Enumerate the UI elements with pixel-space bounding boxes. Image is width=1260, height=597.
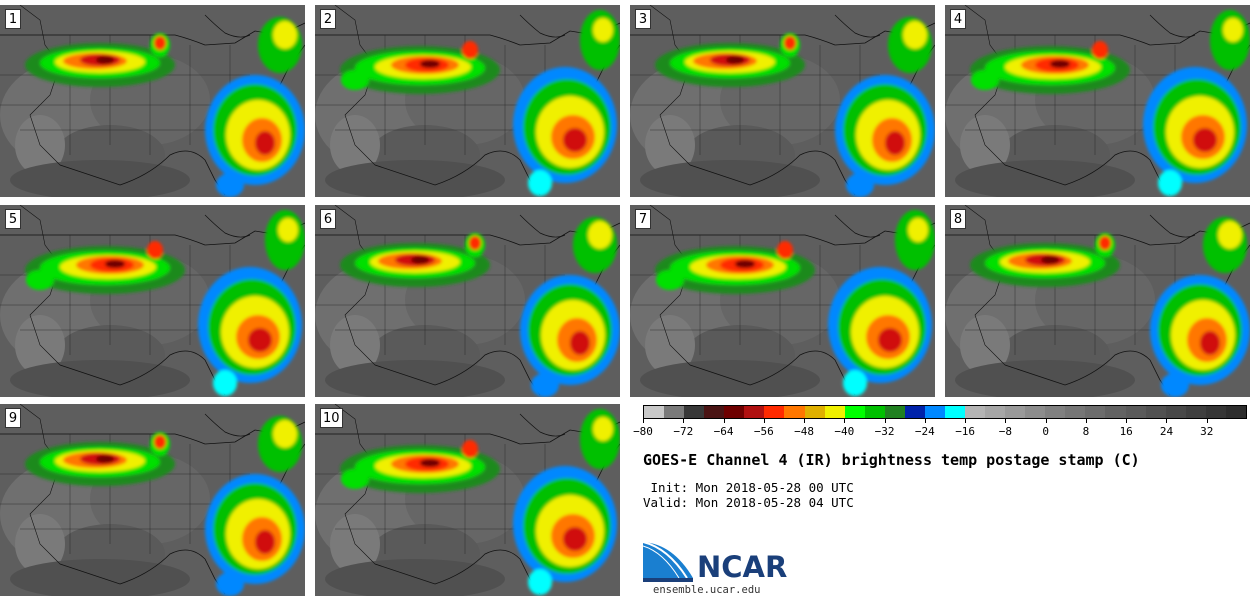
colorbar-tick <box>884 419 886 423</box>
colorbar-segment <box>684 406 705 418</box>
colorbar-segment <box>924 406 945 418</box>
map-4 <box>945 5 1250 197</box>
colorbar-tick-label: −24 <box>914 425 935 438</box>
colorbar-segment <box>1105 406 1126 418</box>
panel-10[interactable]: 10 <box>315 404 620 596</box>
colorbar-tick-label: 24 <box>1159 425 1174 438</box>
colorbar-tick-label: −8 <box>998 425 1013 438</box>
colorbar-tick <box>683 419 685 423</box>
colorbar-segment <box>1125 406 1146 418</box>
colorbar-segment <box>1045 406 1066 418</box>
panel-9[interactable]: 9 <box>0 404 305 596</box>
colorbar-segment <box>844 406 865 418</box>
panel-label: 5 <box>5 209 21 229</box>
panel-5[interactable]: 5 <box>0 205 305 397</box>
panel-7[interactable]: 7 <box>630 205 935 397</box>
colorbar-segment <box>965 406 986 418</box>
colorbar-segment <box>985 406 1006 418</box>
colorbar-tick <box>643 419 644 423</box>
colorbar-segment <box>784 406 805 418</box>
colorbar-tick-label: 8 <box>1082 425 1090 438</box>
panel-label: 1 <box>5 9 21 29</box>
panel-3[interactable]: 3 <box>630 5 935 197</box>
colorbar-segment <box>904 406 925 418</box>
colorbar-tick-label: −40 <box>834 425 855 438</box>
valid-time: Valid: Mon 2018-05-28 04 UTC <box>643 495 854 510</box>
colorbar-segment <box>1025 406 1046 418</box>
colorbar-segment <box>864 406 885 418</box>
colorbar-tick <box>1206 419 1208 423</box>
colorbar-segment <box>1065 406 1086 418</box>
colorbar-tick-label: −72 <box>673 425 694 438</box>
colorbar-segment <box>1005 406 1026 418</box>
panel-1[interactable]: 1 <box>0 5 305 197</box>
colorbar-segment <box>804 406 825 418</box>
colorbar-segment <box>1205 406 1226 418</box>
colorbar-segment <box>1225 406 1246 418</box>
colorbar-tick-label: 0 <box>1042 425 1049 438</box>
colorbar-tick-label: −80 <box>633 425 653 438</box>
colorbar-segment <box>764 406 785 418</box>
map-5 <box>0 205 305 397</box>
colorbar-tick <box>1166 419 1168 423</box>
colorbar-tick <box>1045 419 1047 423</box>
colorbar-segment <box>644 406 665 418</box>
map-8 <box>945 205 1250 397</box>
colorbar-tick <box>844 419 846 423</box>
panel-label: 7 <box>635 209 651 229</box>
colorbar-tick-label: −56 <box>753 425 774 438</box>
colorbar-tick-label: −48 <box>794 425 814 438</box>
colorbar-tick-label: −32 <box>874 425 895 438</box>
map-7 <box>630 205 935 397</box>
panel-8[interactable]: 8 <box>945 205 1250 397</box>
init-time: Init: Mon 2018-05-28 00 UTC <box>643 480 854 495</box>
colorbar-tick-label: 32 <box>1200 425 1214 438</box>
colorbar-tick-label: 16 <box>1119 425 1133 438</box>
panel-label: 9 <box>5 408 21 428</box>
colorbar-tick <box>924 419 926 423</box>
colorbar-tick-label: −64 <box>713 425 734 438</box>
panel-label: 4 <box>950 9 966 29</box>
colorbar-segment <box>884 406 905 418</box>
map-10 <box>315 404 620 596</box>
map-6 <box>315 205 620 397</box>
colorbar-tick <box>1005 419 1007 423</box>
map-9 <box>0 404 305 596</box>
panel-label: 3 <box>635 9 651 29</box>
colorbar-segment <box>824 406 845 418</box>
colorbar-segment <box>744 406 765 418</box>
colorbar <box>643 405 1247 419</box>
panel-6[interactable]: 6 <box>315 205 620 397</box>
panel-label: 10 <box>320 408 343 428</box>
ncar-logo-icon <box>643 541 693 582</box>
colorbar-tick <box>965 419 967 423</box>
panel-label: 2 <box>320 9 336 29</box>
site-url[interactable]: ensemble.ucar.edu <box>653 584 761 596</box>
panel-label: 6 <box>320 209 336 229</box>
panel-label: 8 <box>950 209 966 229</box>
colorbar-tick <box>804 419 806 423</box>
colorbar-segment <box>1085 406 1106 418</box>
colorbar-segment <box>664 406 685 418</box>
panel-2[interactable]: 2 <box>315 5 620 197</box>
figure-title: GOES-E Channel 4 (IR) brightness temp po… <box>643 451 1140 469</box>
colorbar-tick <box>1126 419 1128 423</box>
panel-4[interactable]: 4 <box>945 5 1250 197</box>
map-2 <box>315 5 620 197</box>
colorbar-segment <box>1145 406 1166 418</box>
colorbar-segment <box>704 406 725 418</box>
colorbar-tick <box>1085 419 1087 423</box>
colorbar-ticks: −80 −72 −64 −56 −48 −40 −32 −24 −16 −8 0 8 16 24 32 <box>633 419 1247 441</box>
colorbar-segment <box>1185 406 1206 418</box>
colorbar-segment <box>1165 406 1186 418</box>
map-1 <box>0 5 305 197</box>
ncar-logo-text: NCAR <box>697 550 788 584</box>
colorbar-tick <box>723 419 725 423</box>
colorbar-tick <box>763 419 765 423</box>
colorbar-tick-label: −16 <box>955 425 976 438</box>
map-3 <box>630 5 935 197</box>
colorbar-segment <box>944 406 965 418</box>
colorbar-segment <box>724 406 745 418</box>
